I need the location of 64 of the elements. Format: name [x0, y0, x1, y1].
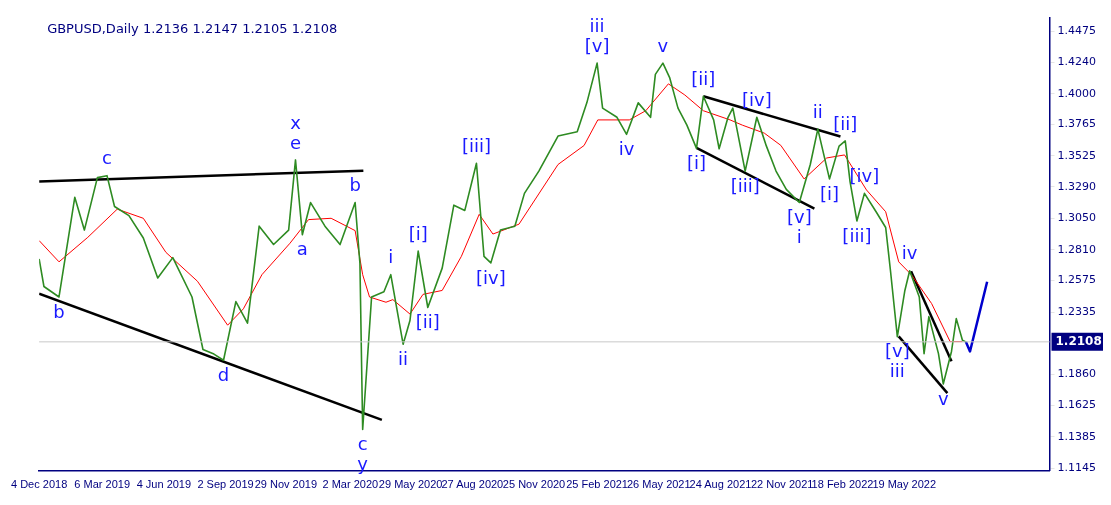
annotation: i	[796, 226, 802, 248]
annotation: [i]	[408, 222, 428, 244]
x-tick-label: 25 Nov 2020	[502, 478, 566, 491]
annotation: b	[349, 174, 361, 196]
x-tick-label: 29 May 2020	[378, 478, 443, 491]
annotation: ii	[812, 100, 823, 122]
annotation: v	[937, 387, 949, 409]
annotation: [ii]	[691, 67, 716, 89]
x-tick-label: 4 Jun 2019	[136, 478, 192, 491]
annotation: [iv]	[741, 88, 772, 110]
x-tick-label: 4 Dec 2018	[11, 478, 68, 491]
y-tick-label: 1.3765	[1057, 117, 1097, 131]
x-tick-label: 29 Nov 2019	[254, 478, 318, 491]
annotation: [i]	[819, 182, 839, 204]
x-tick-label: 24 Aug 2021	[689, 478, 752, 491]
annotation: [v]	[786, 206, 812, 228]
x-tick-label: 25 Feb 2021	[566, 478, 628, 491]
y-tick-label: 1.2810	[1057, 242, 1097, 256]
x-tick-label: 19 May 2022	[872, 478, 936, 491]
y-tick-label: 1.1625	[1057, 398, 1097, 412]
y-tick-label: 1.3525	[1057, 148, 1097, 162]
annotation: iii	[889, 360, 905, 382]
annotation: [ii]	[833, 112, 858, 134]
annotation: c	[357, 433, 368, 455]
annotation: y	[357, 453, 369, 475]
annotation: [iii]	[461, 134, 491, 156]
y-tick-label: 1.2575	[1057, 273, 1097, 287]
ref-line-label: 1.2108	[1055, 333, 1102, 348]
x-tick-label: 27 Aug 2020	[441, 478, 504, 491]
x-tick-label: 22 Nov 2021	[750, 478, 814, 491]
y-tick-label: 1.4475	[1057, 24, 1097, 38]
x-tick-label: 2 Sep 2019	[197, 478, 254, 491]
x-tick-label: 2 Mar 2020	[322, 478, 379, 491]
x-tick-label: 6 Mar 2019	[74, 478, 131, 491]
y-tick-label: 1.4000	[1057, 86, 1097, 100]
chart-title: GBPUSD,Daily 1.2136 1.2147 1.2105 1.2108	[47, 21, 338, 37]
y-tick-label: 1.1145	[1057, 461, 1097, 475]
annotation: x	[290, 111, 302, 133]
y-tick-label: 1.2335	[1057, 304, 1097, 318]
y-tick-label: 1.3290	[1057, 179, 1097, 193]
annotation: [v]	[584, 34, 610, 56]
annotation: d	[217, 363, 230, 385]
annotation: [v]	[884, 340, 910, 362]
x-tick-label: 18 Feb 2022	[811, 478, 874, 491]
annotation: c	[102, 147, 112, 169]
y-tick-label: 1.3050	[1057, 211, 1097, 225]
annotation: iii	[589, 14, 605, 36]
y-tick-label: 1.4240	[1057, 55, 1097, 69]
y-tick-label: 1.1860	[1057, 367, 1097, 381]
annotation: [iii]	[842, 224, 872, 246]
x-tick-label: 26 May 2021	[626, 478, 691, 491]
annotation: b	[53, 300, 65, 322]
annotation: [ii]	[415, 311, 440, 333]
annotation: iv	[618, 138, 635, 160]
annotation: [iv]	[476, 266, 506, 288]
y-tick-label: 1.1385	[1057, 429, 1097, 443]
annotation: ii	[398, 347, 409, 369]
annotation: iv	[901, 242, 918, 264]
annotation: a	[296, 238, 308, 260]
annotation: [i]	[686, 152, 707, 174]
annotation: e	[289, 131, 302, 153]
annotation: i	[388, 246, 394, 268]
annotation: [iii]	[730, 174, 760, 196]
annotation: v	[657, 34, 669, 56]
